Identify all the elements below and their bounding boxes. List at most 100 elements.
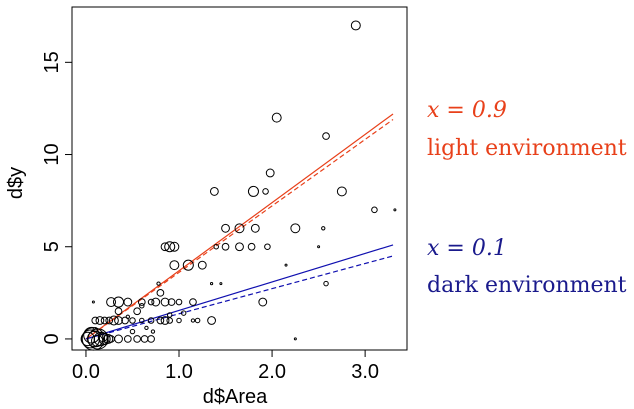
data-point (91, 334, 104, 347)
data-point (167, 298, 176, 306)
data-point (121, 316, 129, 325)
data-point (247, 242, 256, 251)
plot-border (71, 6, 408, 351)
data-point (207, 316, 216, 325)
x-tick-label: 3.0 (351, 361, 379, 383)
data-point (350, 20, 361, 31)
data-point (81, 329, 101, 349)
data-point (180, 310, 187, 316)
data-point (219, 282, 223, 286)
data-point (106, 297, 117, 308)
y-tick-label: 10 (41, 143, 63, 165)
data-point (123, 335, 132, 343)
data-point (371, 206, 378, 214)
data-point (91, 300, 95, 304)
data-point (234, 223, 245, 234)
data-point (113, 296, 125, 308)
data-point (190, 318, 196, 323)
data-point (221, 223, 230, 233)
data-point (321, 226, 326, 231)
data-point (166, 317, 173, 324)
fit-line-solid (85, 244, 394, 340)
data-point (182, 259, 194, 271)
x-tick-label: 1.0 (165, 361, 193, 383)
data-point (164, 241, 176, 253)
data-point (213, 243, 219, 250)
y-tick-label: 5 (41, 241, 63, 252)
data-point (114, 334, 123, 344)
data-points (80, 20, 397, 351)
data-point (175, 298, 183, 306)
data-point (139, 303, 145, 309)
data-point (108, 315, 119, 326)
data-point (97, 332, 108, 343)
data-point (323, 280, 329, 287)
data-point (144, 325, 149, 331)
data-point (271, 112, 282, 123)
data-point (147, 298, 155, 306)
data-point (221, 242, 230, 251)
data-point (250, 223, 260, 233)
fit-line-solid (85, 113, 394, 340)
data-point (129, 328, 136, 335)
dark-annotation-label: dark environment (427, 273, 627, 298)
fit-lines (85, 113, 394, 340)
dark-annotation-math: x = 0.1 (427, 236, 507, 261)
data-point (156, 316, 165, 325)
data-point (95, 316, 105, 325)
data-point (262, 188, 269, 195)
y-axis-label: d$y (5, 167, 27, 199)
data-point (107, 335, 115, 343)
data-point (194, 317, 201, 324)
x-axis-label: d$Area (203, 386, 268, 408)
data-point (209, 281, 214, 286)
plot-frame (71, 6, 408, 351)
data-point (336, 186, 347, 197)
data-point (86, 330, 104, 348)
data-point (100, 316, 109, 325)
data-point (166, 312, 173, 318)
annotations: x = 0.9 light environment x = 0.1 dark e… (427, 98, 627, 298)
fit-line-dashed (85, 255, 394, 340)
data-point (197, 260, 207, 270)
data-point (150, 329, 156, 334)
data-point (264, 243, 271, 251)
data-point (133, 335, 141, 343)
data-point (290, 223, 301, 234)
data-point (156, 288, 165, 297)
data-point (91, 316, 100, 325)
data-point (105, 316, 114, 325)
data-point (92, 326, 98, 333)
data-point (317, 245, 321, 249)
data-point (129, 317, 136, 324)
data-point (156, 281, 161, 286)
data-point (265, 168, 275, 178)
data-point (322, 132, 330, 140)
data-point (258, 297, 268, 307)
data-point (137, 298, 146, 306)
data-point (147, 335, 155, 343)
data-point (189, 298, 197, 306)
fit-line-dashed (85, 119, 394, 340)
data-point (123, 297, 133, 307)
x-tick-label: 2.0 (258, 361, 286, 383)
x-tick-label: 0.0 (72, 361, 100, 383)
data-point (176, 317, 182, 324)
data-point (125, 314, 131, 319)
data-point (293, 337, 297, 341)
light-annotation-math: x = 0.9 (427, 98, 507, 123)
data-point (139, 317, 145, 324)
data-point (103, 333, 114, 344)
data-point (140, 335, 149, 343)
data-point (160, 316, 170, 325)
data-point (147, 317, 155, 324)
data-point (235, 242, 244, 252)
data-point (151, 297, 161, 307)
data-point (160, 297, 170, 307)
y-tick-label: 0 (41, 333, 63, 344)
data-point (169, 241, 180, 252)
data-point (114, 307, 123, 316)
data-point (160, 242, 170, 252)
data-point (169, 260, 180, 271)
light-annotation-label: light environment (427, 136, 627, 161)
